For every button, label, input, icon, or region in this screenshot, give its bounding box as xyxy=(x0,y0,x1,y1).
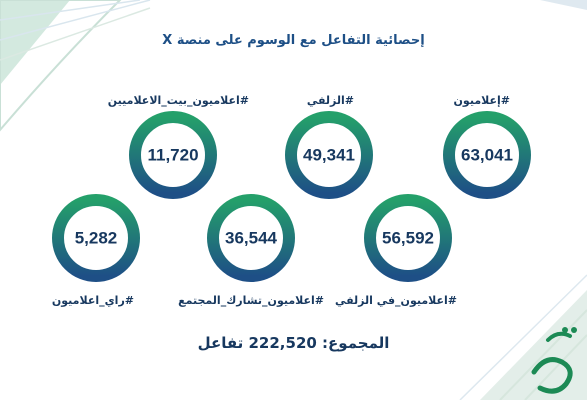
stat-value-6: 5,282 xyxy=(75,229,118,248)
hashtag-label-1: #إعلاميون xyxy=(453,94,510,107)
total-interactions: المجموع: 222,520 تفاعل xyxy=(197,334,390,352)
logo-mark xyxy=(531,327,577,394)
corner-decoration-top-left xyxy=(0,0,151,132)
hashtag-label-4: #اعلاميون_في الزلفي xyxy=(334,294,457,307)
stat-ring-5 xyxy=(207,194,295,282)
stat-value-1: 63,041 xyxy=(461,146,513,165)
corner-decoration-top-right xyxy=(540,0,587,10)
corner-decoration-bottom-right xyxy=(459,274,587,400)
stat-ring-3 xyxy=(129,111,217,199)
hashtag-label-3: #اعلاميون_بيت_الاعلاميين xyxy=(107,94,249,107)
rings-layer: 63,041 49,341 11,720 56,592 36,544 5,282 xyxy=(52,111,531,282)
stat-ring-4 xyxy=(364,194,452,282)
hashtag-label-2: #الزلفي xyxy=(306,94,354,107)
stat-value-2: 49,341 xyxy=(303,146,355,165)
hashtag-label-5: #اعلاميون_تشارك_المجتمع xyxy=(178,294,324,307)
stat-ring-6 xyxy=(52,194,140,282)
stat-value-3: 11,720 xyxy=(147,146,198,165)
page-title: إحصائية التفاعل مع الوسوم على منصة X xyxy=(162,33,425,48)
stat-ring-2 xyxy=(285,111,373,199)
stat-ring-1 xyxy=(443,111,531,199)
stat-value-4: 56,592 xyxy=(382,229,434,248)
hashtag-label-6: #راي_اعلاميون xyxy=(51,294,134,307)
stat-value-5: 36,544 xyxy=(225,229,278,248)
